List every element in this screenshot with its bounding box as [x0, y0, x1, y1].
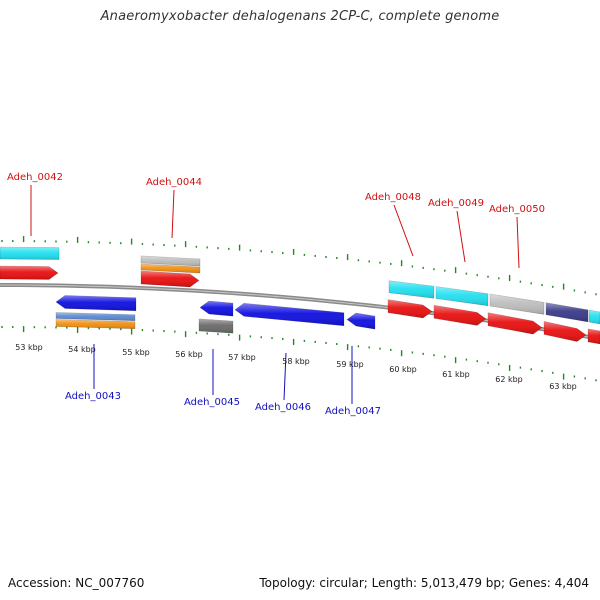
feature-tracks: [0, 246, 600, 345]
scale-label: 54 kbp: [68, 345, 96, 354]
cds-next-purple: [545, 302, 589, 323]
cds-adeh-0050-gray: [489, 293, 545, 315]
gene-label-bottom: Adeh_0046: [255, 402, 311, 413]
cds-adeh-0043-orange-stripe: [55, 319, 136, 330]
scale-label: 55 kbp: [122, 348, 150, 357]
map-title: Anaeromyxobacter dehalogenans 2CP-C, com…: [100, 9, 500, 24]
cds-next-cyan: [588, 309, 600, 325]
scale-label: 53 kbp: [15, 343, 43, 352]
gene-label-top: Adeh_0044: [146, 177, 202, 188]
scale-label: 60 kbp: [389, 365, 417, 374]
gene-label-bottom: Adeh_0043: [65, 391, 121, 402]
top-tick-track: [1, 236, 597, 296]
scale-label: 62 kbp: [495, 375, 523, 384]
label-leader-line: [283, 352, 287, 401]
gene-label-bottom: Adeh_0045: [184, 397, 240, 408]
scale-label: 56 kbp: [175, 350, 203, 359]
cds-adeh-0044: [140, 270, 200, 288]
gene-label-top: Adeh_0049: [428, 198, 484, 209]
label-leader-line: [171, 189, 175, 239]
cds-adeh-0048-cyan: [388, 280, 435, 299]
accession-label: Accession: NC_007760: [8, 576, 145, 590]
scale-label: 59 kbp: [336, 360, 364, 369]
cds-adeh-0050: [487, 312, 543, 335]
cds-adeh-0047: [346, 312, 376, 330]
topology-info: Topology: circular; Length: 5,013,479 bp…: [259, 576, 589, 590]
bottom-tick-track: [1, 326, 597, 382]
gene-label-top: Adeh_0050: [489, 204, 545, 215]
gene-label-top: Adeh_0048: [365, 192, 421, 203]
gene-label-top: Adeh_0042: [7, 172, 63, 183]
gene-label-bottom: Adeh_0047: [325, 406, 381, 417]
gene-labels: Adeh_0042 Adeh_0044 Adeh_0048 Adeh_0049 Adeh…: [7, 172, 545, 417]
cds-adeh-0049-cyan: [435, 286, 489, 307]
cds-adeh-0046: [234, 302, 345, 327]
cds-adeh-0042-cyan: [0, 246, 60, 260]
label-leader-line: [393, 204, 414, 257]
cds-adeh-0045: [199, 300, 234, 317]
label-leader-line: [456, 210, 466, 263]
cds-adeh-0044-orange: [140, 263, 201, 274]
scale-label: 57 kbp: [228, 353, 256, 362]
cds-adeh-0049: [433, 304, 487, 326]
scale-label: 61 kbp: [442, 370, 470, 379]
cds-next: [543, 321, 587, 342]
scale-labels: 53 kbp 54 kbp 55 kbp 56 kbp 57 kbp 58 kbp 59 k…: [15, 343, 577, 391]
scale-label: 58 kbp: [282, 357, 310, 366]
cds-adeh-0042: [0, 265, 59, 280]
cds-adeh-0048: [387, 299, 433, 319]
cds-next-2: [587, 328, 600, 345]
cds-adeh-0043-blue-stripe: [55, 312, 136, 322]
cds-adeh-0043: [55, 295, 137, 312]
cds-adeh-0045-gray: [198, 318, 234, 334]
label-leader-line: [516, 216, 520, 269]
cds-adeh-0044-gray: [140, 255, 201, 267]
scale-label: 63 kbp: [549, 382, 577, 391]
